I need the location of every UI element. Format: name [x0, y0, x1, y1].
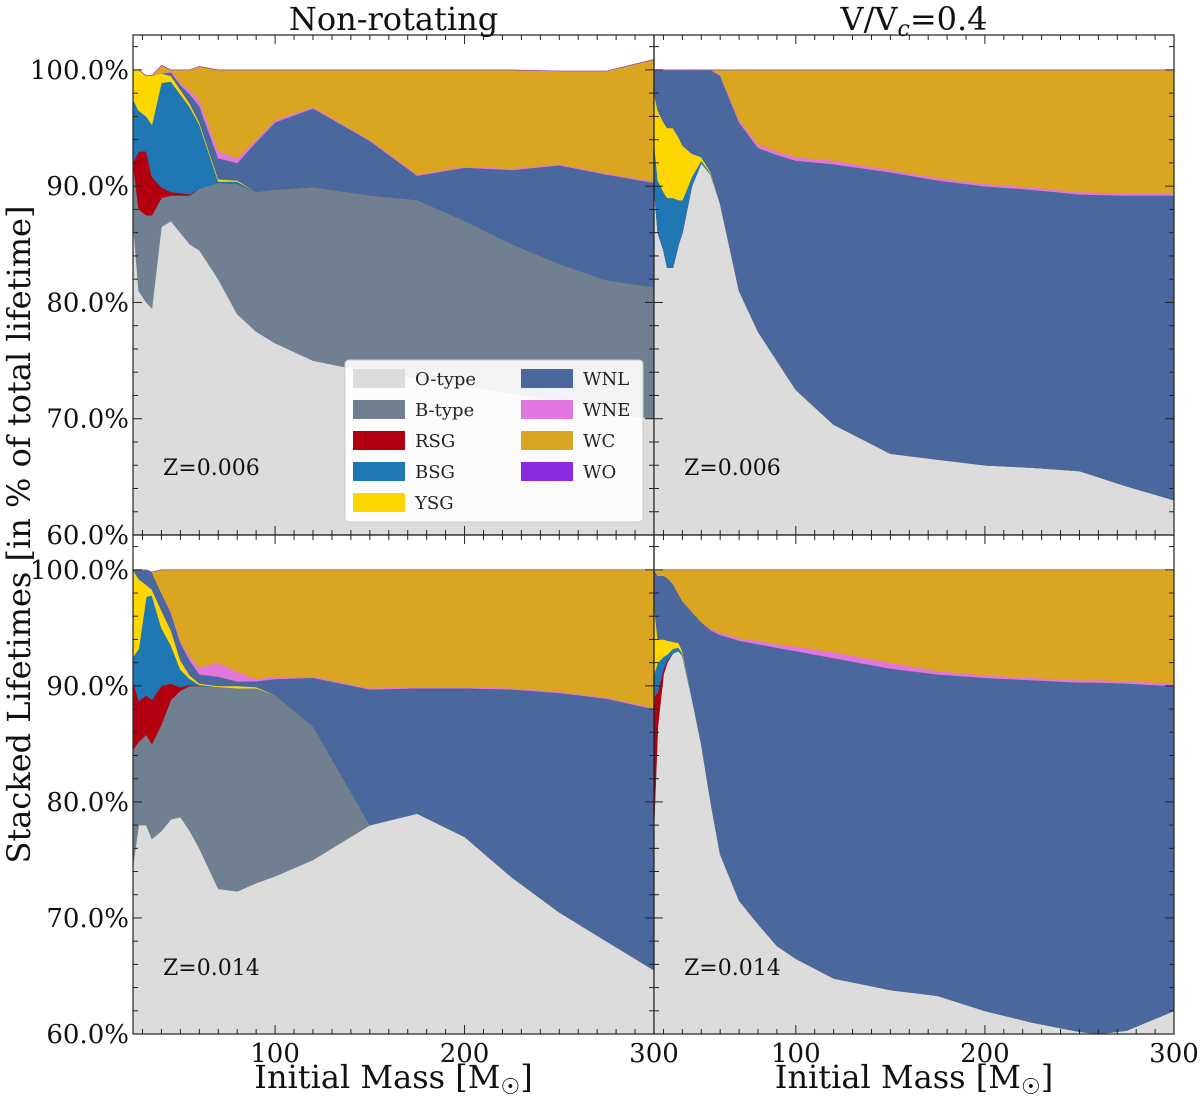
- y-tick-label: 70.0%: [46, 904, 129, 934]
- legend-label-wo: WO: [583, 462, 616, 483]
- y-tick-label: 80.0%: [46, 788, 129, 818]
- panel-areas: [654, 69, 1174, 535]
- legend-label-wc: WC: [583, 431, 615, 452]
- column-title: Non-rotating: [289, 0, 498, 38]
- z-label: Z=0.014: [163, 956, 260, 981]
- legend-swatch-o-type: [353, 369, 405, 388]
- legend-swatch-b-type: [353, 400, 405, 419]
- legend-label-rsg: RSG: [415, 431, 455, 452]
- y-tick-label: 60.0%: [46, 1020, 129, 1050]
- panel-areas: [654, 569, 1174, 1034]
- panel-frame: [653, 534, 1175, 1035]
- y-tick-label: 100.0%: [30, 56, 129, 86]
- y-tick-label: 80.0%: [46, 288, 129, 318]
- x-tick-label: 100: [771, 1039, 821, 1069]
- x-axis-title: Initial Mass [M☉]: [254, 1058, 532, 1100]
- panel-3: Z=0.014 60.0% 70.0% 80.0% 90.0% 100.0% 100 200 3…: [30, 534, 679, 1069]
- legend-swatch-ysg: [353, 493, 405, 512]
- legend-swatch-bsg: [353, 462, 405, 481]
- x-tick-label: 200: [960, 1039, 1010, 1069]
- legend-label-bsg: BSG: [415, 462, 455, 483]
- legend-swatch-wnl: [521, 369, 573, 388]
- y-axis-title: Stacked Lifetimes [in % of total lifetim…: [0, 206, 38, 864]
- legend-label-wnl: WNL: [583, 369, 629, 390]
- legend-label-b-type: B-type: [415, 400, 474, 421]
- y-tick-label: 90.0%: [46, 672, 129, 702]
- area-wo: [133, 569, 654, 573]
- ticks: [133, 535, 655, 1035]
- x-axis-title: Initial Mass [M☉]: [775, 1058, 1053, 1100]
- panel-4: Z=0.014 100 200 300: [653, 534, 1199, 1069]
- x-tick-label: 200: [440, 1039, 490, 1069]
- legend-label-o-type: O-type: [415, 369, 476, 390]
- x-tick-label: 300: [1149, 1039, 1199, 1069]
- legend: O-type B-type RSG BSG YSG WNL WNE WC WO: [344, 359, 644, 523]
- x-tick-label: 300: [629, 1039, 679, 1069]
- legend-swatch-rsg: [353, 431, 405, 450]
- z-label: Z=0.006: [163, 456, 260, 481]
- legend-swatch-wne: [521, 400, 573, 419]
- y-tick-label: 90.0%: [46, 172, 129, 202]
- y-tick-label: 70.0%: [46, 405, 129, 435]
- legend-swatch-wc: [521, 431, 573, 450]
- legend-label-ysg: YSG: [414, 493, 454, 514]
- z-label: Z=0.006: [684, 456, 781, 481]
- y-tick-label: 100.0%: [30, 556, 129, 586]
- column-title: V/Vc=0.4: [839, 0, 987, 42]
- area-wo: [133, 59, 654, 76]
- panel-2: Z=0.006: [653, 34, 1175, 536]
- ticks: [654, 535, 1175, 1035]
- y-tick-label: 60.0%: [46, 521, 129, 551]
- legend-label-wne: WNE: [583, 400, 630, 421]
- panel-areas: [133, 569, 654, 1034]
- z-label: Z=0.014: [684, 956, 781, 981]
- legend-swatch-wo: [521, 462, 573, 481]
- x-tick-label: 100: [250, 1039, 300, 1069]
